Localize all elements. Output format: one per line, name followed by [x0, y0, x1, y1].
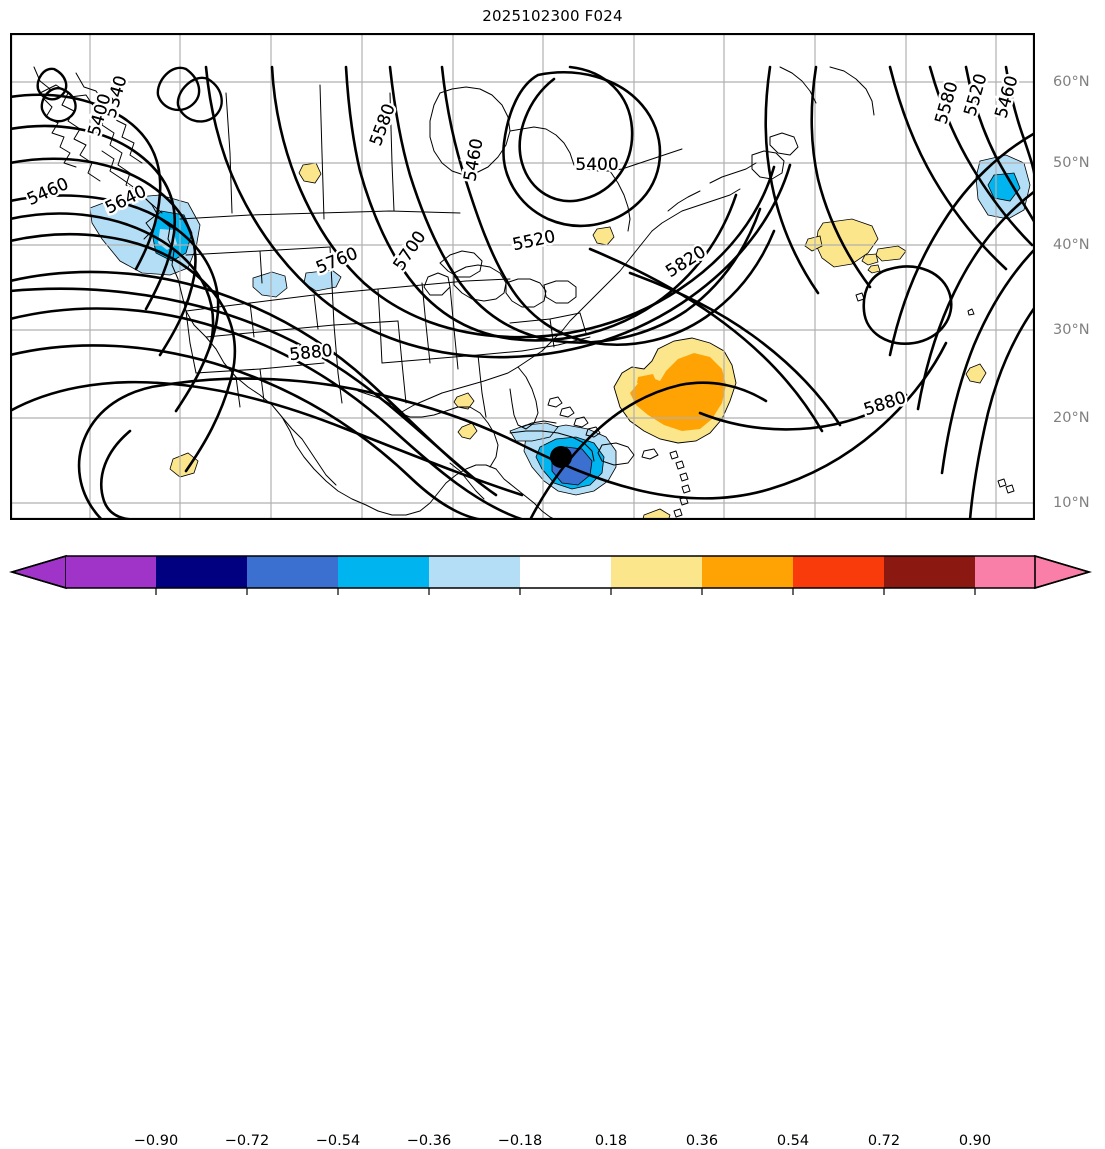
contour-layer: [10, 65, 1035, 520]
map-panel[interactable]: 5400 5400 5460 5460 5460 5460 5340 5340 5400…: [10, 33, 1090, 576]
svg-text:5400: 5400: [575, 155, 618, 175]
lat-label-40n: 40°N: [1053, 237, 1090, 253]
gridlines: [10, 33, 1035, 520]
colorbar-tick-7: 0.54: [776, 1133, 810, 1149]
colorbar-tick-5: 0.18: [594, 1133, 628, 1149]
colorbar-tick-3: −0.36: [406, 1133, 452, 1149]
colorbar-extend-min: [9, 554, 67, 590]
colorbar-tick-1: −0.72: [224, 1133, 270, 1149]
lat-label-60n: 60°N: [1053, 74, 1090, 90]
coastline-layer: [33, 66, 1015, 520]
colorbar-tick-9: 0.90: [958, 1133, 992, 1149]
storm-center-marker: [550, 446, 572, 468]
lat-label-30n: 30°N: [1053, 322, 1090, 338]
colorbar-svg: [9, 554, 1092, 595]
figure-canvas: 2025102300 F024: [0, 7, 1105, 1149]
colorbar-tick-2: −0.54: [315, 1133, 361, 1149]
colorbar-tick-0: −0.90: [133, 1133, 179, 1149]
colorbar-ticks: [155, 588, 976, 595]
colorbar[interactable]: −0.90 −0.72 −0.54 −0.36 −0.18 0.18 0.36 …: [0, 552, 1105, 1149]
lat-label-10n: 10°N: [1053, 495, 1090, 511]
map-frame: [10, 33, 1035, 520]
lat-label-20n: 20°N: [1053, 410, 1090, 426]
colorbar-extend-max: [1034, 554, 1092, 590]
colorbar-tick-6: 0.36: [685, 1133, 719, 1149]
colorbar-tick-4: −0.18: [497, 1133, 543, 1149]
colorbar-outline: [9, 555, 1092, 589]
page-title: 2025102300 F024: [482, 7, 623, 25]
svg-text:5880: 5880: [288, 341, 333, 365]
colorbar-tick-8: 0.72: [867, 1133, 901, 1149]
colorbar-segments: [9, 554, 1092, 590]
svg-text:5400: 5400: [575, 155, 618, 175]
lat-label-50n: 50°N: [1053, 155, 1090, 171]
